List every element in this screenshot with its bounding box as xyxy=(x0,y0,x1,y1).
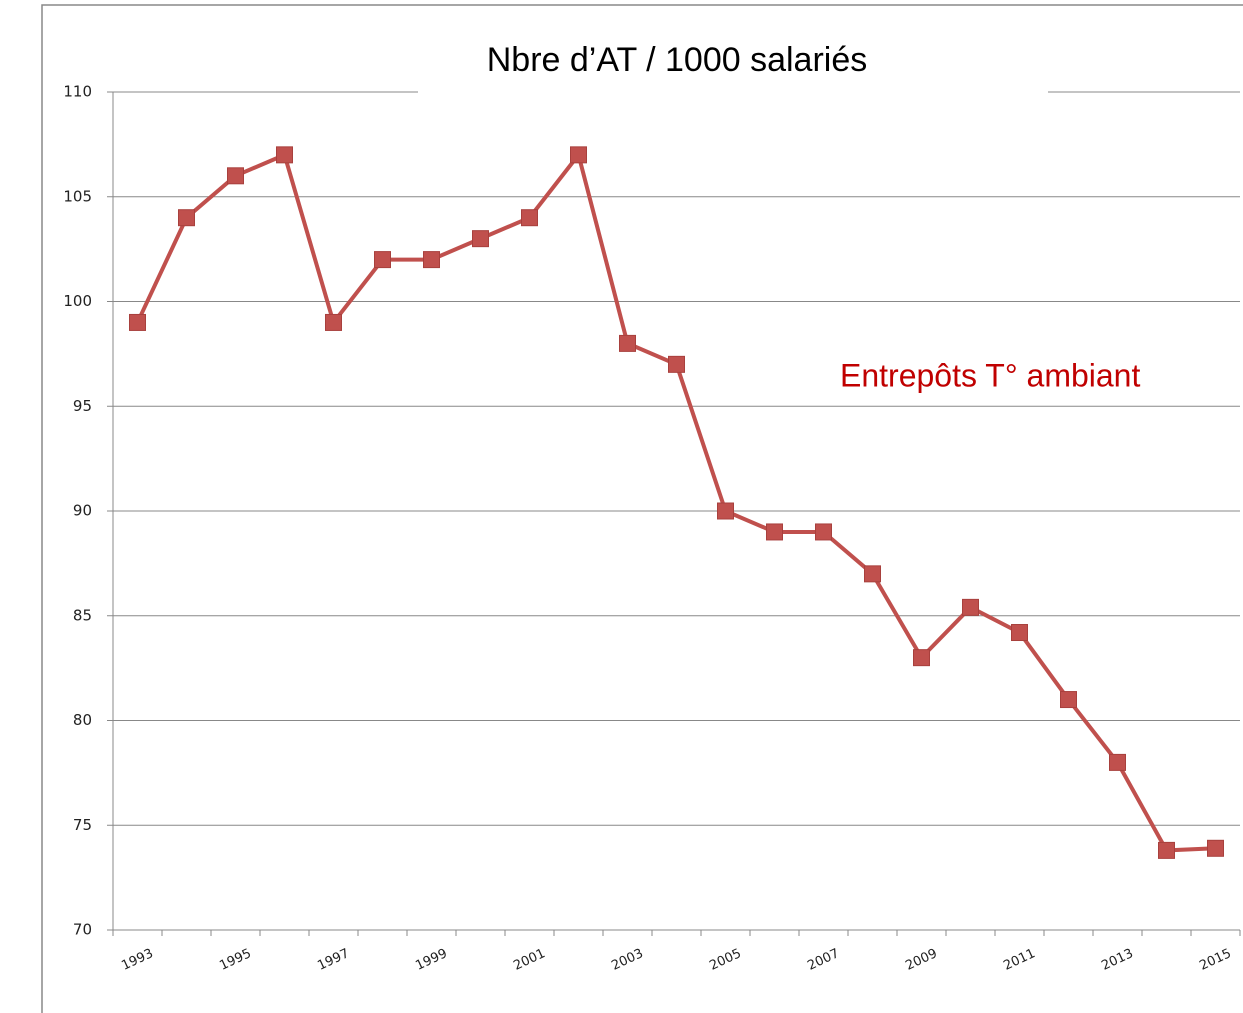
x-tick-label: 2013 xyxy=(1099,946,1135,974)
chart-title: Nbre d’AT / 1000 salariés xyxy=(487,41,868,79)
marker xyxy=(766,523,783,541)
x-tick-label: 2005 xyxy=(707,946,743,974)
marker xyxy=(962,598,979,616)
marker xyxy=(717,502,734,520)
x-tick-label: 1999 xyxy=(413,946,449,974)
marker xyxy=(619,334,636,352)
marker xyxy=(325,313,342,331)
marker xyxy=(913,649,930,667)
x-tick-label: 2003 xyxy=(609,946,645,974)
marker xyxy=(472,230,489,248)
marker xyxy=(864,565,881,583)
marker xyxy=(129,313,146,331)
marker xyxy=(227,167,244,185)
y-tick-label: 85 xyxy=(73,606,92,624)
x-tick-label: 2015 xyxy=(1197,946,1233,974)
series-line xyxy=(135,150,1216,853)
x-tick-label: 2007 xyxy=(805,946,841,974)
x-tick-label: 2001 xyxy=(511,946,547,974)
marker xyxy=(1207,839,1224,857)
x-tick-label: 2009 xyxy=(903,946,939,974)
marker xyxy=(178,209,195,227)
marker xyxy=(815,523,832,541)
marker xyxy=(374,251,391,269)
annotation: Entrepôts T° ambiant xyxy=(840,357,1140,393)
marker xyxy=(521,209,538,227)
marker xyxy=(1060,691,1077,709)
x-tick-label: 2011 xyxy=(1001,946,1037,974)
marker xyxy=(1011,624,1028,642)
y-tick-label: 105 xyxy=(63,187,92,205)
frame xyxy=(41,4,1243,1013)
y-tick-label: 110 xyxy=(63,83,92,101)
y-tick-label: 90 xyxy=(73,502,92,520)
marker xyxy=(668,355,685,373)
marker xyxy=(1109,753,1126,771)
title-bg xyxy=(418,40,1048,100)
y-tick-label: 80 xyxy=(73,711,92,729)
x-tick-label: 1993 xyxy=(119,946,155,974)
y-tick-label: 70 xyxy=(73,921,92,939)
marker xyxy=(276,146,293,164)
x-tick-label: 1995 xyxy=(217,946,253,974)
x-tick-label: 1997 xyxy=(315,946,351,974)
marker xyxy=(570,146,587,164)
marker xyxy=(423,251,440,269)
y-tick-label: 75 xyxy=(73,816,92,834)
marker xyxy=(1158,841,1175,859)
y-tick-label: 95 xyxy=(73,397,92,415)
y-tick-label: 100 xyxy=(63,292,92,310)
